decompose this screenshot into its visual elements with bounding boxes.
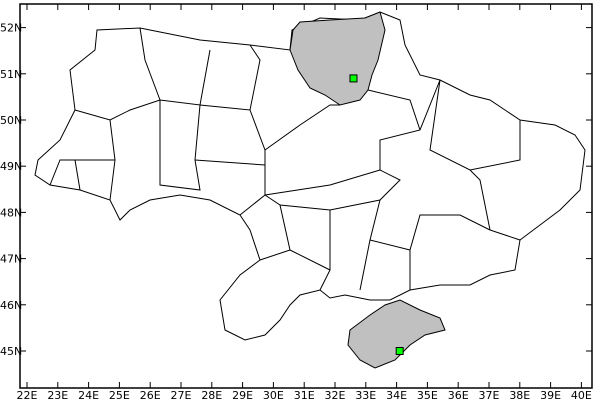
- x-tick-label: 38E: [509, 389, 530, 400]
- y-tick-label: 51N: [0, 68, 22, 81]
- x-tick-label: 33E: [355, 389, 376, 400]
- x-tick-label: 28E: [201, 389, 222, 400]
- location-marker[interactable]: [395, 347, 404, 355]
- x-tick-label: 35E: [417, 389, 438, 400]
- x-tick-label: 40E: [571, 389, 592, 400]
- x-tick-label: 36E: [448, 389, 469, 400]
- x-tick-label: 31E: [294, 389, 315, 400]
- region-chernihiv[interactable]: [289, 11, 386, 106]
- x-tick-label: 22E: [17, 389, 38, 400]
- y-tick-label: 47N: [0, 253, 22, 266]
- x-tick-label: 32E: [325, 389, 346, 400]
- ukraine-outline: [34, 11, 586, 341]
- x-tick-label: 26E: [140, 389, 161, 400]
- y-tick-label: 49N: [0, 160, 22, 173]
- location-marker[interactable]: [349, 74, 358, 83]
- region-borders: [49, 27, 521, 291]
- y-tick-label: 48N: [0, 206, 22, 219]
- x-tick-label: 23E: [47, 389, 68, 400]
- x-tick-label: 30E: [263, 389, 284, 400]
- x-tick-label: 24E: [78, 389, 99, 400]
- y-tick-label: 50N: [0, 114, 22, 127]
- region-crimea[interactable]: [347, 299, 446, 369]
- x-tick-label: 34E: [386, 389, 407, 400]
- y-tick-label: 45N: [0, 345, 22, 358]
- x-tick-label: 37E: [479, 389, 500, 400]
- x-tick-label: 29E: [232, 389, 253, 400]
- x-tick-label: 39E: [540, 389, 561, 400]
- y-tick-label: 52N: [0, 22, 22, 35]
- x-tick-label: 27E: [171, 389, 192, 400]
- x-tick-label: 25E: [109, 389, 130, 400]
- y-tick-label: 46N: [0, 299, 22, 312]
